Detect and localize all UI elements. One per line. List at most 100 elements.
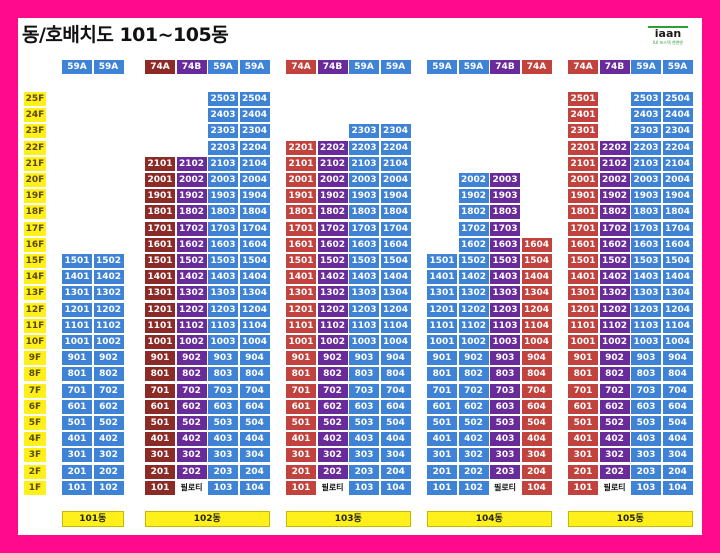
unit-cell: 1001 bbox=[145, 335, 175, 349]
unit-cell: 1501 bbox=[427, 254, 457, 268]
unit-cell: 804 bbox=[380, 367, 411, 382]
unit-cell: 102 bbox=[458, 480, 489, 495]
unit-cell: 1102 bbox=[176, 318, 207, 333]
unit-cell: 1201 bbox=[62, 302, 92, 317]
unit-cell: 404 bbox=[380, 432, 411, 447]
unit-cell: 804 bbox=[521, 367, 552, 382]
unit-cell: 903 bbox=[349, 351, 379, 366]
unit-cell: 1902 bbox=[599, 189, 630, 204]
unit-cell: 901 bbox=[286, 351, 316, 366]
unit-cell: 704 bbox=[239, 383, 270, 398]
unit-cell: 1603 bbox=[490, 237, 520, 252]
unit-cell: 401 bbox=[62, 432, 92, 447]
unit-cell: 2001 bbox=[568, 173, 598, 187]
floor-label: 18F bbox=[24, 205, 46, 220]
unit-cell: 1504 bbox=[380, 254, 411, 268]
unit-cell: 1801 bbox=[286, 205, 316, 220]
unit-cell: 2104 bbox=[380, 156, 411, 171]
unit-cell: 303 bbox=[208, 448, 238, 463]
unit-cell: 304 bbox=[521, 448, 552, 463]
unit-cell: 304 bbox=[239, 448, 270, 463]
unit-cell: 1704 bbox=[662, 221, 693, 236]
unit-cell: 1004 bbox=[239, 335, 270, 349]
unit-cell: 2004 bbox=[239, 173, 270, 187]
unit-cell: 1401 bbox=[286, 270, 316, 285]
floor-label: 25F bbox=[24, 92, 46, 106]
unit-cell: 1803 bbox=[349, 205, 379, 220]
unit-cell: 703 bbox=[490, 383, 520, 398]
unit-cell: 1203 bbox=[208, 302, 238, 317]
unit-cell: 203 bbox=[490, 464, 520, 479]
building-label: 101동 bbox=[62, 511, 124, 527]
unit-cell: 2203 bbox=[349, 140, 379, 155]
unit-cell: 1301 bbox=[145, 286, 175, 301]
unit-cell: 1103 bbox=[490, 318, 520, 333]
unit-cell: 602 bbox=[317, 399, 348, 414]
unit-cell: 1404 bbox=[239, 270, 270, 285]
unit-cell: 201 bbox=[568, 464, 598, 479]
floor-label: 24F bbox=[24, 108, 46, 123]
unit-cell: 2203 bbox=[631, 140, 661, 155]
floor-label: 7F bbox=[24, 383, 46, 398]
unit-cell: 2001 bbox=[145, 173, 175, 187]
unit-cell: 702 bbox=[93, 383, 124, 398]
unit-cell: 501 bbox=[62, 416, 92, 430]
unit-cell: 2002 bbox=[458, 173, 489, 187]
unit-cell: 303 bbox=[490, 448, 520, 463]
unit-cell: 1101 bbox=[427, 318, 457, 333]
unit-cell: 204 bbox=[521, 464, 552, 479]
unit-cell: 203 bbox=[208, 464, 238, 479]
unit-cell: 2002 bbox=[176, 173, 207, 187]
unit-cell: 701 bbox=[145, 383, 175, 398]
unit-cell: 1101 bbox=[62, 318, 92, 333]
unit-cell: 603 bbox=[208, 399, 238, 414]
unit-cell: 1002 bbox=[317, 335, 348, 349]
unit-cell: 1002 bbox=[458, 335, 489, 349]
unit-cell: 802 bbox=[317, 367, 348, 382]
unit-cell: 1303 bbox=[631, 286, 661, 301]
unit-cell: 804 bbox=[662, 367, 693, 382]
unit-type-header: 74A bbox=[286, 60, 316, 74]
unit-cell: 202 bbox=[93, 464, 124, 479]
unit-cell: 603 bbox=[490, 399, 520, 414]
floor-label: 13F bbox=[24, 286, 46, 301]
unit-cell: 604 bbox=[380, 399, 411, 414]
unit-cell: 1403 bbox=[631, 270, 661, 285]
unit-cell: 1601 bbox=[286, 237, 316, 252]
unit-cell: 202 bbox=[317, 464, 348, 479]
unit-cell: 1301 bbox=[568, 286, 598, 301]
unit-cell: 1003 bbox=[208, 335, 238, 349]
unit-cell: 1802 bbox=[176, 205, 207, 220]
unit-cell: 401 bbox=[568, 432, 598, 447]
unit-type-header: 59A bbox=[631, 60, 661, 74]
unit-cell: 501 bbox=[568, 416, 598, 430]
unit-cell: 2103 bbox=[208, 156, 238, 171]
unit-cell: 1004 bbox=[662, 335, 693, 349]
unit-cell: 1904 bbox=[239, 189, 270, 204]
unit-cell: 1204 bbox=[662, 302, 693, 317]
unit-cell: 1503 bbox=[208, 254, 238, 268]
floor-label: 23F bbox=[24, 124, 46, 139]
unit-cell: 1603 bbox=[349, 237, 379, 252]
unit-cell: 1702 bbox=[599, 221, 630, 236]
unit-cell: 1404 bbox=[662, 270, 693, 285]
unit-cell: 702 bbox=[317, 383, 348, 398]
unit-cell: 1903 bbox=[208, 189, 238, 204]
unit-cell: 603 bbox=[349, 399, 379, 414]
unit-cell: 1703 bbox=[349, 221, 379, 236]
unit-cell: 902 bbox=[458, 351, 489, 366]
unit-cell: 1202 bbox=[93, 302, 124, 317]
building-label: 105동 bbox=[568, 511, 693, 527]
unit-cell: 704 bbox=[521, 383, 552, 398]
floor-label: 3F bbox=[24, 448, 46, 463]
unit-cell: 601 bbox=[62, 399, 92, 414]
unit-cell: 1804 bbox=[380, 205, 411, 220]
unit-cell: 1302 bbox=[93, 286, 124, 301]
unit-cell: 103 bbox=[349, 480, 379, 495]
unit-cell: 803 bbox=[631, 367, 661, 382]
unit-type-header: 59A bbox=[239, 60, 270, 74]
pilotis-cell: 필로티 bbox=[317, 480, 348, 495]
unit-type-header: 74A bbox=[568, 60, 598, 74]
unit-cell: 1803 bbox=[490, 205, 520, 220]
unit-cell: 1304 bbox=[239, 286, 270, 301]
